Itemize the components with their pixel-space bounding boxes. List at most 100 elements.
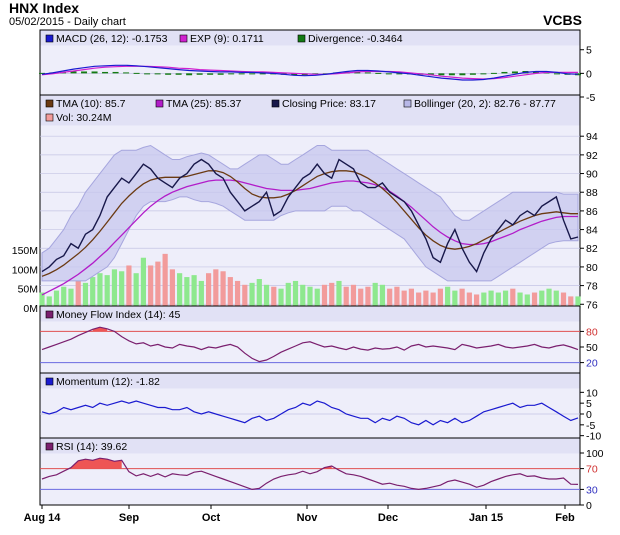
rsi-axis-tick-label: 0 [586, 500, 592, 512]
volume-bar [184, 277, 190, 308]
macd-divergence-bar [364, 72, 371, 74]
macd-divergence-bar [249, 73, 256, 75]
volume-bar [343, 286, 349, 308]
volume-bar [39, 292, 45, 308]
macd-divergence-bar [480, 73, 487, 75]
volume-bar [387, 288, 393, 308]
volume-bar [539, 290, 545, 308]
macd-divergence-bar [154, 73, 161, 75]
volume-bar [372, 282, 378, 308]
volume-bar [278, 288, 284, 308]
macd-divergence-bar [448, 73, 455, 76]
volume-bar [307, 286, 313, 308]
mfi-axis-tick-label: 80 [586, 326, 598, 338]
macd-divergence-bar [469, 73, 476, 75]
x-axis-label: Oct [202, 512, 221, 524]
legend-closing-price-label: Closing Price: 83.17 [282, 98, 376, 110]
rsi-legend-label: RSI (14): 39.62 [56, 441, 127, 453]
macd-divergence-bar [459, 73, 466, 76]
legend-volume-swatch [45, 113, 54, 122]
macd-divergence-bar [70, 71, 77, 74]
volume-bar [133, 273, 139, 308]
macd-divergence-bar [186, 73, 193, 76]
macd-divergence-bar [165, 73, 172, 75]
x-axis-label: Nov [297, 512, 319, 524]
volume-bar [140, 257, 147, 308]
legend-tma25-swatch [155, 99, 164, 108]
volume-bar [416, 292, 422, 308]
macd-divergence-bar [375, 72, 382, 74]
volume-bar [524, 294, 530, 308]
volume-bar [531, 292, 538, 308]
macd-divergence-bar [207, 73, 214, 75]
macd-legend-divergence-label: Divergence: -0.3464 [308, 33, 403, 45]
brand-label: VCBS [543, 12, 582, 28]
volume-bar [568, 296, 574, 308]
volume-bar [227, 277, 233, 308]
volume-bar [466, 292, 472, 308]
x-axis-label: Aug 14 [24, 512, 62, 524]
macd-divergence-bar [291, 73, 298, 76]
x-axis-label: Feb [555, 512, 575, 524]
price-axis-tick-label: 78 [586, 281, 598, 293]
volume-bar [97, 273, 103, 308]
price-axis-tick-label: 92 [586, 150, 598, 162]
macd-divergence-bar [144, 73, 151, 75]
macd-legend-exp-swatch [179, 34, 188, 43]
macd-divergence-bar [228, 73, 235, 75]
legend-bollinger-label: Bollinger (20, 2): 82.76 - 87.77 [414, 98, 556, 110]
volume-bar [401, 290, 407, 308]
volume-axis-label: 0M [23, 303, 38, 315]
macd-divergence-bar [385, 73, 392, 75]
rsi-legend-bar [40, 438, 580, 454]
macd-divergence-bar [217, 73, 224, 75]
volume-bar [358, 288, 364, 308]
volume-bar [560, 292, 567, 308]
price-legend-bar [40, 95, 580, 126]
volume-bar [495, 292, 501, 308]
volume-bar [75, 280, 81, 308]
macd-divergence-bar [91, 71, 98, 74]
volume-bar [90, 277, 96, 308]
volume-bar [321, 284, 328, 308]
macd-axis-tick-label: 5 [586, 45, 592, 57]
price-axis-tick-label: 80 [586, 262, 598, 274]
volume-bar [437, 288, 443, 308]
macd-divergence-bar [112, 71, 119, 74]
volume-axis-label: 150M [12, 245, 38, 257]
mfi-legend-swatch [45, 310, 54, 319]
volume-bar [53, 290, 60, 308]
momentum-line [41, 400, 579, 426]
volume-bar [481, 292, 487, 308]
volume-bar [473, 294, 480, 308]
volume-bar [379, 284, 386, 308]
volume-bar [256, 279, 262, 308]
macd-line [41, 64, 579, 81]
momentum-axis-tick-label: 5 [586, 398, 592, 410]
legend-tma25-label: TMA (25): 85.37 [166, 98, 241, 110]
volume-bar [104, 275, 110, 308]
macd-divergence-bar [354, 71, 361, 74]
price-axis-tick-label: 94 [586, 131, 598, 143]
rsi-overbought-fill [71, 458, 122, 469]
rsi-axis-tick-label: 100 [586, 448, 604, 460]
macd-axis-tick-label: -5 [586, 92, 595, 104]
price-axis-tick-label: 90 [586, 169, 598, 181]
mfi-axis-tick-label: 20 [586, 358, 598, 370]
legend-bollinger-swatch [403, 99, 412, 108]
legend-volume-label: Vol: 30.24M [56, 112, 111, 124]
volume-bar [271, 286, 277, 308]
volume-bar [459, 288, 465, 308]
volume-bar [46, 296, 52, 308]
volume-bar [220, 271, 226, 308]
volume-bar [336, 280, 342, 308]
x-axis-label: Sep [119, 512, 139, 524]
volume-bar [205, 273, 212, 308]
macd-divergence-bar [238, 73, 245, 75]
volume-bar [61, 286, 67, 308]
volume-bar [155, 261, 161, 308]
volume-bar [546, 288, 552, 308]
mfi-legend-bar [40, 306, 580, 322]
price-axis-tick-label: 86 [586, 206, 598, 218]
